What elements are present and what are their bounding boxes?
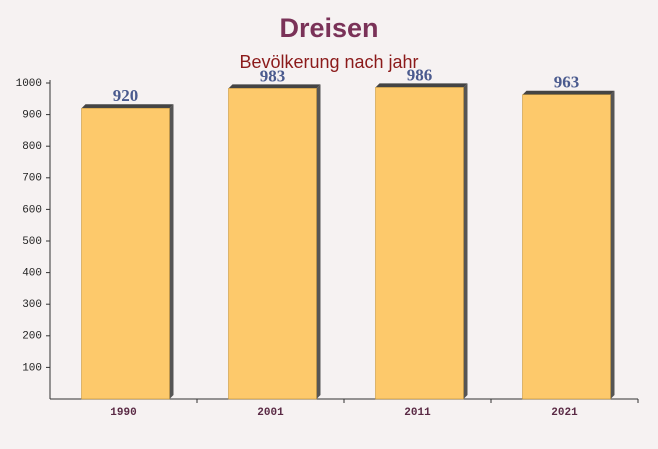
value-label: 986 (407, 65, 433, 84)
chart-subtitle: Bevölkerung nach jahr (239, 52, 418, 72)
y-tick-label: 500 (22, 236, 42, 248)
bar-shadow (316, 84, 321, 399)
bar (228, 88, 317, 400)
bar-shadow (81, 104, 174, 109)
bar (522, 94, 611, 400)
y-tick-label: 700 (22, 173, 42, 185)
y-tick-label: 1000 (16, 78, 42, 90)
bar (375, 87, 464, 400)
x-tick-label: 1990 (110, 407, 136, 419)
value-label: 920 (113, 86, 139, 105)
y-tick-label: 100 (22, 362, 42, 374)
x-tick-label: 2021 (551, 407, 578, 419)
y-tick-label: 200 (22, 331, 42, 343)
bar (81, 107, 170, 400)
bar-shadow (463, 83, 468, 399)
value-label: 963 (554, 73, 580, 92)
value-label: 983 (260, 66, 286, 85)
bar-shadow (522, 90, 615, 95)
x-tick-label: 2001 (257, 407, 284, 419)
y-tick-label: 800 (22, 141, 42, 153)
y-tick-label: 600 (22, 204, 42, 216)
y-tick-label: 900 (22, 110, 42, 122)
bar-shadow (375, 83, 468, 88)
bar-shadow (169, 104, 174, 399)
bar-shadow (228, 84, 321, 89)
x-tick-label: 2011 (404, 407, 431, 419)
bar-shadow (610, 90, 615, 399)
chart-title: Dreisen (279, 13, 378, 43)
y-tick-label: 400 (22, 268, 42, 280)
y-tick-label: 300 (22, 299, 42, 311)
